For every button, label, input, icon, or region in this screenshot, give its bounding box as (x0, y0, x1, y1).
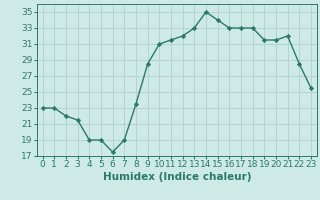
X-axis label: Humidex (Indice chaleur): Humidex (Indice chaleur) (102, 172, 251, 182)
